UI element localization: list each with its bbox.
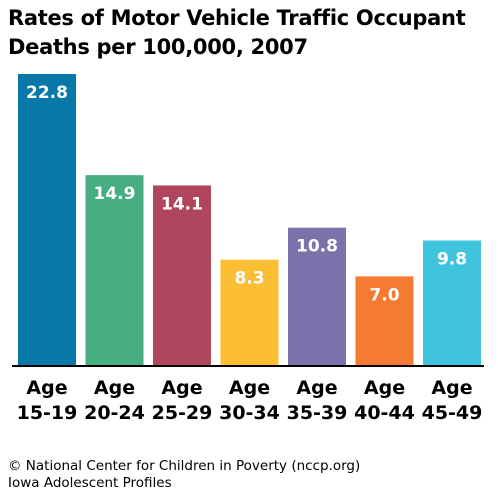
chart-title-line-2: Deaths per 100,000, 2007: [8, 35, 308, 59]
profile-name: Iowa Adolescent Profiles: [8, 475, 172, 491]
category-label-prefix: Age: [161, 377, 202, 399]
bar: [220, 259, 279, 366]
bar-value-label: 10.8: [296, 237, 338, 257]
bar-value-label: 7.0: [369, 285, 399, 305]
bar-value-label: 14.1: [161, 194, 203, 214]
category-label-range: 25-29: [152, 402, 213, 424]
bar: [355, 276, 414, 366]
category-label-range: 20-24: [84, 402, 145, 424]
category-label-prefix: Age: [26, 377, 67, 399]
category-label-prefix: Age: [296, 377, 337, 399]
bar: [153, 185, 211, 366]
category-label-prefix: Age: [431, 377, 472, 399]
category-label-range: 35-39: [287, 402, 348, 424]
chart-title-line-1: Rates of Motor Vehicle Traffic Occupant: [8, 6, 466, 30]
category-label-prefix: Age: [94, 377, 135, 399]
category-label-prefix: Age: [364, 377, 405, 399]
category-label-range: 30-34: [219, 402, 280, 424]
bar-value-label: 9.8: [437, 249, 467, 269]
category-label-range: 15-19: [17, 402, 78, 424]
bar-value-label: 14.9: [94, 184, 136, 204]
category-label-range: 45-49: [422, 402, 483, 424]
bar-value-label: 22.8: [26, 83, 68, 103]
category-label-prefix: Age: [229, 377, 270, 399]
bar: [18, 74, 76, 366]
copyright-text: © National Center for Children in Povert…: [8, 458, 361, 474]
bar: [85, 175, 144, 366]
source-footer: © National Center for Children in Povert…: [8, 458, 360, 492]
chart-title: Rates of Motor Vehicle Traffic Occupant …: [8, 4, 494, 62]
bar: [423, 240, 481, 366]
category-label-range: 40-44: [354, 402, 415, 424]
bar-value-label: 8.3: [234, 269, 264, 289]
bar: [288, 227, 346, 366]
